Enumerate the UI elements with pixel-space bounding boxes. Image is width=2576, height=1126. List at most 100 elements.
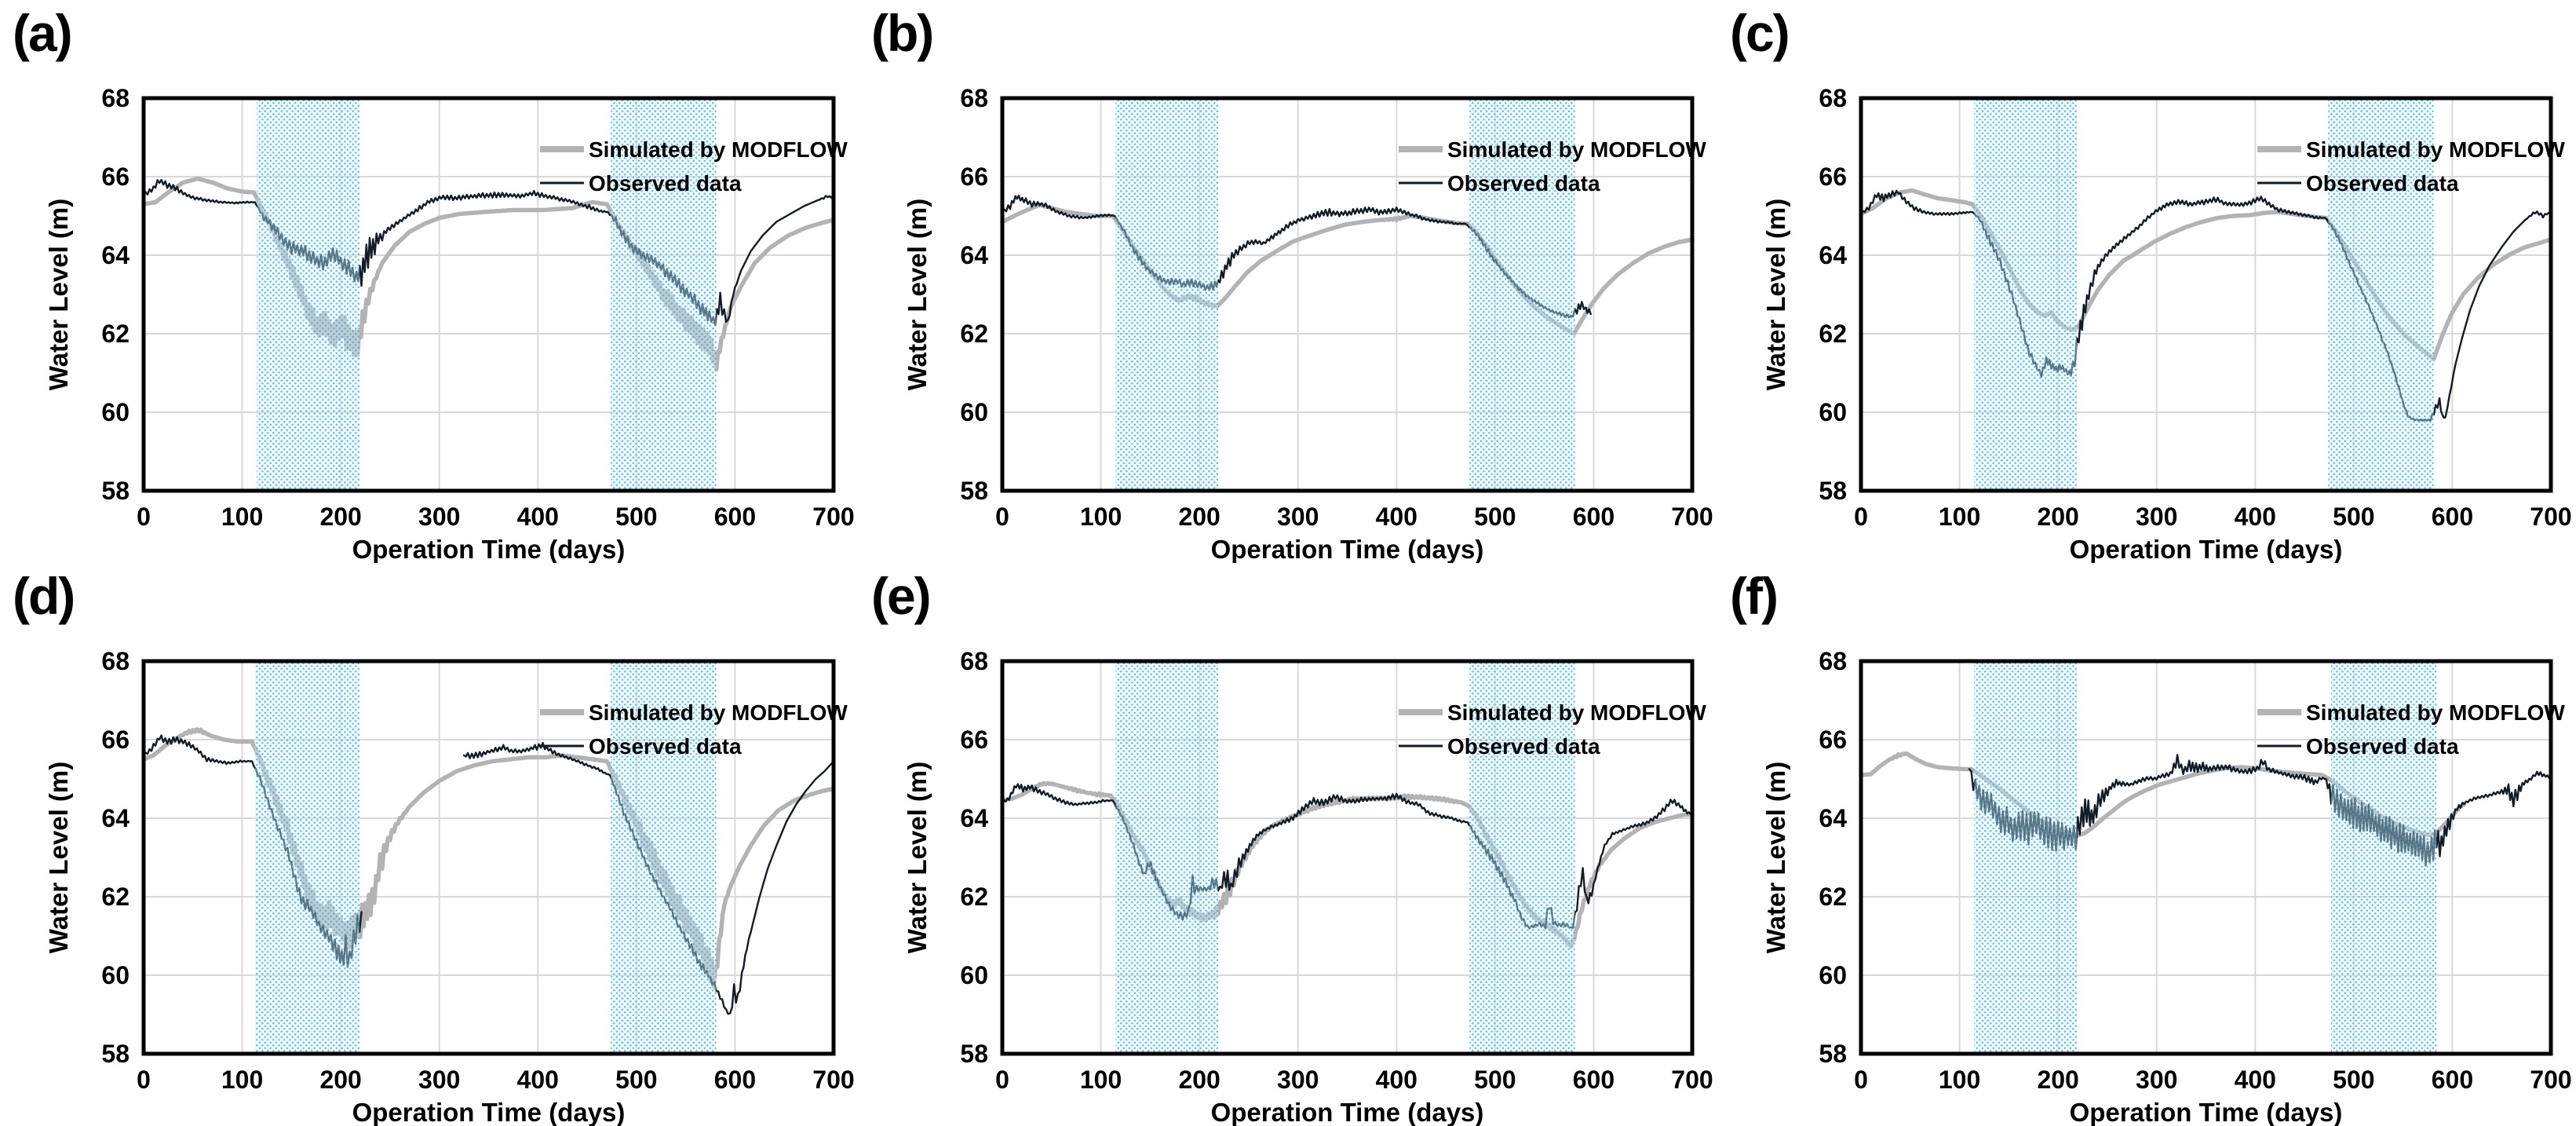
y-tick-label: 66	[960, 163, 988, 191]
simulated-series	[1000, 781, 1695, 949]
x-tick-label: 100	[1939, 503, 1980, 531]
plot-border	[141, 96, 836, 493]
x-tick-label: 300	[1277, 1066, 1319, 1094]
x-axis-title: Operation Time (days)	[352, 535, 626, 563]
legend-item-observed: Observed data	[540, 734, 742, 759]
observed-series	[142, 734, 835, 1015]
legend-item-simulated-label: Simulated by MODFLOW	[589, 700, 848, 725]
x-tick-label: 500	[2333, 1066, 2374, 1094]
y-tick-label: 64	[1819, 804, 1847, 832]
legend-item-simulated-label: Simulated by MODFLOW	[1447, 700, 1706, 725]
y-tick-label: 64	[101, 241, 130, 269]
legend-item-simulated-label: Simulated by MODFLOW	[2306, 700, 2565, 725]
x-axis-title: Operation Time (days)	[1211, 535, 1484, 563]
y-tick-label: 58	[1819, 1040, 1847, 1068]
axis-tick-labels: 58 60 62 64 66 68 0 100 200 300 400 500 600 700	[960, 84, 1713, 531]
pumping-period-bands	[1115, 100, 1575, 489]
panel-d-chart: 58 60 62 64 66 68 0 100 200 300 400 500 600 700 Operat…	[0, 563, 859, 1126]
legend-item-simulated-label: Simulated by MODFLOW	[1447, 137, 1706, 162]
axis-tick-labels: 58 60 62 64 66 68 0 100 200 300 400 500 600 700	[101, 647, 854, 1094]
pumping-band	[1115, 663, 1219, 1052]
panel-f-chart: 58 60 62 64 66 68 0 100 200 300 400 500 600 700 Operat…	[1717, 563, 2576, 1126]
y-tick-label: 66	[1819, 726, 1847, 754]
pumping-period-bands	[1115, 663, 1575, 1052]
pumping-band	[254, 663, 360, 1052]
pumping-band	[2328, 100, 2434, 489]
legend: Simulated by MODFLOW Observed data	[540, 700, 848, 759]
pumping-band	[1469, 663, 1575, 1052]
y-tick-label: 62	[1819, 883, 1847, 911]
y-tick-label: 68	[960, 647, 988, 675]
x-tick-label: 300	[2136, 503, 2177, 531]
chart-panel-b: 58 60 62 64 66 68 0 100 200 300 400 500 600 700 Operat…	[903, 84, 1713, 563]
y-tick-label: 66	[101, 726, 130, 754]
legend: Simulated by MODFLOW Observed data	[1399, 700, 1706, 759]
x-tick-label: 500	[615, 503, 657, 531]
panel-label-a: (a)	[13, 4, 73, 62]
x-tick-label: 700	[812, 1066, 854, 1094]
legend-item-simulated: Simulated by MODFLOW	[540, 700, 848, 725]
y-tick-label: 60	[101, 398, 130, 426]
x-tick-label: 0	[1854, 1066, 1868, 1094]
x-tick-label: 100	[1080, 1066, 1122, 1094]
x-tick-label: 300	[418, 1066, 460, 1094]
x-tick-label: 600	[1573, 503, 1615, 531]
x-tick-label: 600	[2432, 503, 2473, 531]
chart-panel-f: 58 60 62 64 66 68 0 100 200 300 400 500 600 700 Operat…	[1761, 647, 2572, 1126]
x-tick-label: 200	[2037, 503, 2078, 531]
x-tick-label: 600	[2432, 1066, 2473, 1094]
x-tick-label: 0	[995, 1066, 1009, 1094]
x-tick-label: 200	[2037, 1066, 2078, 1094]
panel-e: 58 60 62 64 66 68 0 100 200 300 400 500 600 700 Operat…	[859, 563, 1717, 1126]
legend-item-simulated: Simulated by MODFLOW	[1399, 137, 1706, 162]
legend-item-observed: Observed data	[540, 171, 742, 196]
y-tick-label: 68	[960, 84, 988, 112]
simulated-series	[141, 176, 836, 372]
y-tick-label: 66	[1819, 163, 1847, 191]
chart-panel-e: 58 60 62 64 66 68 0 100 200 300 400 500 600 700 Operat…	[903, 647, 1713, 1126]
x-tick-label: 300	[418, 503, 460, 531]
y-tick-label: 60	[101, 961, 130, 989]
x-tick-label: 0	[137, 1066, 151, 1094]
x-axis-title: Operation Time (days)	[2070, 1098, 2343, 1126]
x-tick-label: 600	[714, 1066, 756, 1094]
x-axis-title: Operation Time (days)	[1211, 1098, 1484, 1126]
legend-item-observed: Observed data	[2257, 734, 2459, 759]
chart-panel-c: 58 60 62 64 66 68 0 100 200 300 400 500 600 700 Operat…	[1761, 84, 2572, 563]
x-tick-label: 500	[2333, 503, 2374, 531]
observed-series	[1001, 783, 1694, 930]
legend-item-observed: Observed data	[1399, 171, 1600, 196]
x-tick-label: 600	[714, 503, 756, 531]
plot-border	[1859, 96, 2553, 493]
x-tick-label: 600	[1573, 1066, 1615, 1094]
panel-a: 58 60 62 64 66 68 0 100 200 300 400 500 600 700 Operat…	[0, 0, 859, 563]
panel-e-chart: 58 60 62 64 66 68 0 100 200 300 400 500 600 700 Operat…	[859, 563, 1717, 1126]
x-tick-label: 0	[137, 503, 151, 531]
x-tick-label: 0	[1854, 503, 1868, 531]
x-tick-label: 0	[995, 503, 1009, 531]
x-tick-label: 700	[1671, 1066, 1713, 1094]
x-tick-label: 400	[2235, 1066, 2276, 1094]
observed-series	[1859, 189, 2552, 422]
y-axis-title: Water Level (m)	[1761, 762, 1790, 954]
x-tick-label: 100	[1939, 1066, 1980, 1094]
panel-label-b: (b)	[871, 4, 934, 62]
x-tick-label: 400	[1376, 1066, 1418, 1094]
pumping-band	[1974, 100, 2078, 489]
plot-border	[1000, 659, 1695, 1056]
y-tick-label: 64	[960, 804, 988, 832]
y-tick-label: 62	[101, 883, 130, 911]
y-tick-label: 64	[101, 804, 130, 832]
pumping-band	[2330, 663, 2437, 1052]
axis-tick-labels: 58 60 62 64 66 68 0 100 200 300 400 500 600 700	[101, 84, 854, 531]
legend-item-simulated: Simulated by MODFLOW	[2257, 137, 2565, 162]
x-tick-label: 100	[221, 1066, 263, 1094]
simulated-series	[141, 726, 836, 989]
x-tick-label: 400	[517, 1066, 559, 1094]
plot-border	[1000, 96, 1695, 493]
legend-item-simulated-label: Simulated by MODFLOW	[2306, 137, 2565, 162]
legend-item-simulated: Simulated by MODFLOW	[2257, 700, 2565, 725]
chart-panel-a: 58 60 62 64 66 68 0 100 200 300 400 500 600 700 Operat…	[44, 84, 855, 563]
chart-panel-d: 58 60 62 64 66 68 0 100 200 300 400 500 600 700 Operat…	[44, 647, 855, 1126]
x-tick-label: 200	[1178, 503, 1220, 531]
